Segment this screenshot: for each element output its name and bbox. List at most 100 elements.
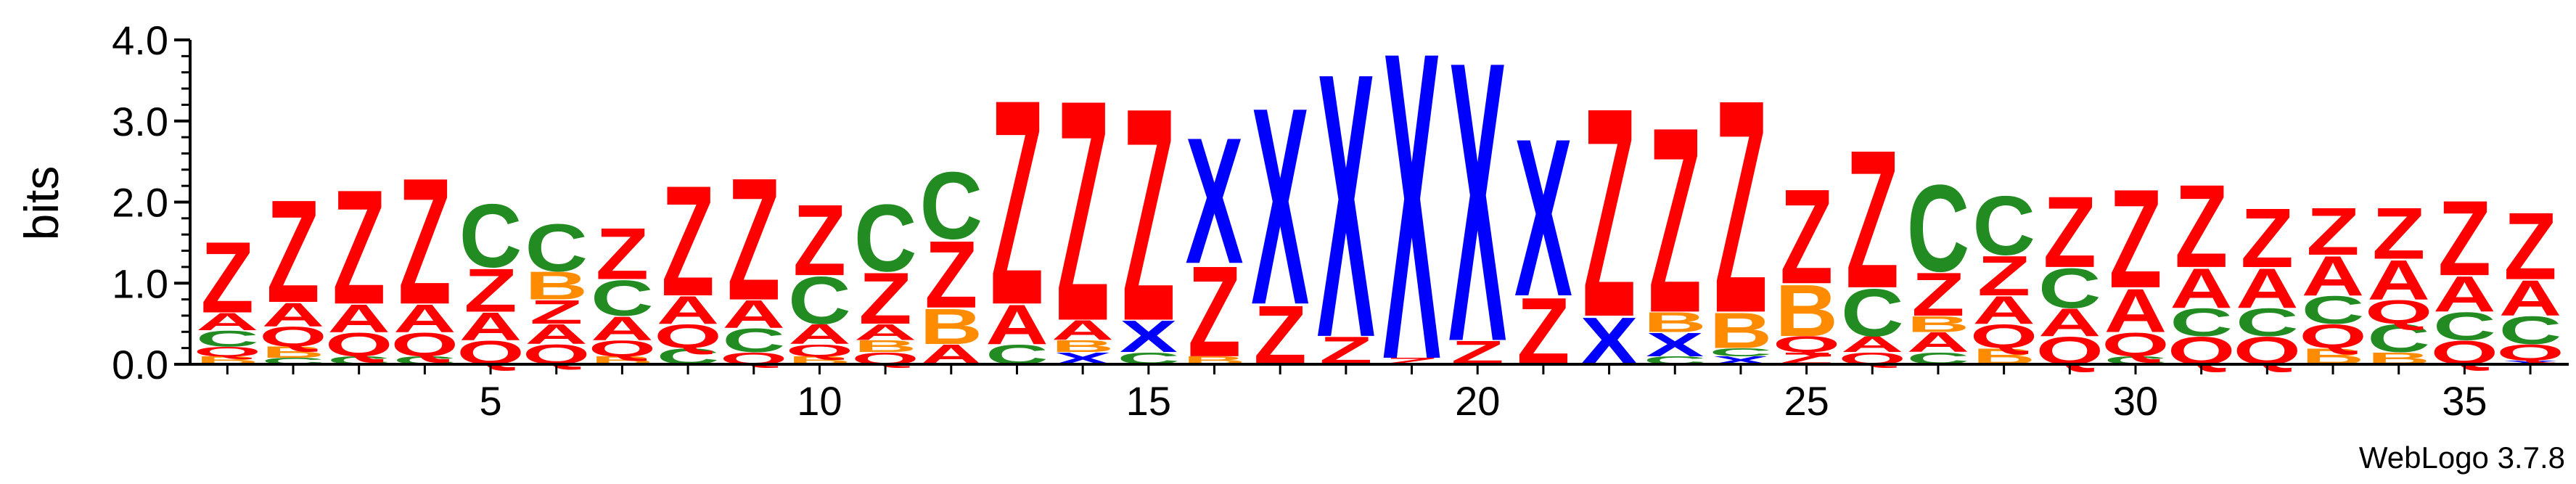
logo-letter-c-pos-33: C — [2302, 288, 2365, 332]
logo-letter-q-pos-4: Q — [391, 326, 459, 364]
logo-letter-q-pos-30: Q — [2101, 326, 2169, 364]
logo-letter-z-pos-34: Z — [2372, 194, 2425, 275]
logo-letter-c-pos-27: C — [1907, 160, 1970, 298]
logo-letter-c-pos-9: C — [722, 322, 785, 360]
logo-letter-z-pos-35: Z — [2438, 179, 2491, 298]
axis-layer: 0.0 1.0 2.0 3.0 4.0 5 10 15 20 25 30 35 — [112, 17, 2569, 424]
logo-letter-x-pos-19: X — [1383, 0, 1442, 451]
logo-letter-a-pos-2: A — [262, 296, 325, 334]
logo-letter-x-pos-17: X — [1251, 49, 1310, 364]
y-tick-label: 1.0 — [112, 261, 168, 306]
logo-letter-z-pos-28: Z — [1977, 245, 2030, 308]
logo-letter-a-pos-14: A — [1051, 314, 1115, 346]
logo-letter-z-pos-29: Z — [2043, 175, 2096, 289]
logo-letter-z-pos-14: Z — [1057, 34, 1109, 387]
x-tick-label: 35 — [2442, 378, 2487, 424]
logo-letter-b-pos-2: B — [262, 344, 325, 361]
logo-letter-z-pos-6: Z — [530, 294, 583, 332]
logo-letter-z-pos-7: Z — [596, 213, 649, 295]
logo-letter-c-pos-28: C — [1972, 179, 2035, 274]
logo-letter-b-pos-12: B — [920, 298, 983, 355]
logo-letter-c-pos-31: C — [2170, 300, 2233, 345]
x-tick-label: 15 — [1126, 378, 1171, 424]
logo-letter-a-pos-32: A — [2236, 258, 2299, 320]
logo-letter-b-pos-11: B — [854, 337, 917, 356]
logo-letter-c-pos-5: C — [459, 186, 522, 286]
logo-letter-a-pos-7: A — [591, 310, 654, 348]
logo-letter-c-pos-26: C — [1841, 275, 1904, 350]
x-tick-label: 30 — [2113, 378, 2158, 424]
logo-letter-c-pos-12: C — [920, 152, 983, 259]
logo-letter-z-pos-9: Z — [727, 142, 780, 337]
logo-letter-c-pos-34: C — [2367, 316, 2430, 361]
logo-letter-a-pos-9: A — [722, 292, 785, 337]
logo-letter-a-pos-1: A — [196, 308, 259, 335]
logo-letter-a-pos-4: A — [393, 296, 456, 340]
logo-letter-a-pos-8: A — [657, 288, 720, 332]
logo-letter-z-pos-2: Z — [266, 171, 319, 334]
logo-letter-z-pos-22: Z — [1583, 46, 1636, 380]
logo-letter-b-pos-27: B — [1907, 311, 1970, 337]
logo-letter-x-pos-16: X — [1186, 101, 1244, 301]
logo-letter-q-pos-25: Q — [1773, 332, 1840, 357]
logo-letter-c-pos-36: C — [2499, 308, 2562, 353]
x-tick-label: 5 — [479, 378, 501, 424]
x-tick-label: 20 — [1455, 378, 1500, 424]
logo-letter-x-pos-15: X — [1120, 312, 1178, 362]
logo-letter-a-pos-5: A — [459, 304, 522, 348]
logo-letter-a-pos-31: A — [2170, 258, 2233, 320]
logo-letter-a-pos-3: A — [327, 296, 390, 340]
logo-letter-x-pos-18: X — [1317, 0, 1376, 416]
logo-letter-q-pos-7: Q — [588, 336, 656, 361]
logo-letter-a-pos-11: A — [854, 319, 917, 345]
logo-letter-a-pos-26: A — [1841, 332, 1904, 357]
logo-letter-z-pos-25: Z — [1780, 162, 1833, 313]
y-tick-label: 0.0 — [112, 342, 168, 387]
logo-letter-c-pos-6: C — [525, 210, 588, 285]
x-tick-label: 10 — [797, 378, 842, 424]
logo-letter-z-pos-32: Z — [2241, 191, 2294, 285]
logo-letter-z-pos-33: Z — [2306, 194, 2359, 269]
logo-letter-q-pos-3: Q — [325, 326, 393, 364]
logo-letter-z-pos-1: Z — [201, 221, 254, 335]
logo-letter-b-pos-23: B — [1644, 306, 1707, 338]
logo-letter-x-pos-23: X — [1646, 326, 1704, 364]
logo-letter-z-pos-11: Z — [859, 258, 912, 340]
logo-letter-q-pos-28: Q — [1970, 318, 2038, 356]
y-ticks: 0.0 1.0 2.0 3.0 4.0 — [112, 17, 190, 387]
logo-letter-a-pos-13: A — [985, 294, 1049, 356]
logo-letter-a-pos-35: A — [2433, 266, 2496, 322]
y-axis-label: bits — [15, 166, 68, 241]
logo-letter-z-pos-13: Z — [990, 40, 1043, 366]
logo-letter-z-pos-8: Z — [661, 153, 714, 329]
logo-letter-b-pos-14: B — [1051, 337, 1115, 356]
logo-letter-z-pos-5: Z — [464, 256, 517, 325]
x-tick-label: 25 — [1784, 378, 1829, 424]
logo-letter-z-pos-23: Z — [1649, 72, 1702, 368]
logo-letter-z-pos-16: Z — [1188, 239, 1241, 385]
x-ticks: 5 10 15 20 25 30 35 — [226, 364, 2532, 424]
logo-letter-c-pos-32: C — [2236, 300, 2299, 345]
logo-letter-c-pos-7: C — [591, 270, 654, 327]
y-tick-label: 4.0 — [112, 17, 168, 63]
logo-letter-a-pos-30: A — [2104, 276, 2167, 345]
logo-letter-c-pos-35: C — [2433, 304, 2496, 348]
logo-letter-q-pos-36: Q — [2496, 340, 2564, 365]
logo-letter-c-pos-1: C — [196, 326, 259, 351]
logo-letter-z-pos-10: Z — [793, 183, 846, 297]
logo-letter-q-pos-2: Q — [259, 321, 327, 353]
logo-letter-q-pos-10: Q — [786, 341, 853, 360]
logo-letter-b-pos-24: B — [1710, 302, 1773, 358]
logo-letter-q-pos-8: Q — [654, 318, 721, 356]
logo-letter-q-pos-1: Q — [194, 344, 261, 359]
logo-letter-a-pos-34: A — [2367, 249, 2430, 311]
logo-letter-a-pos-33: A — [2302, 245, 2365, 308]
logo-letter-z-pos-24: Z — [1714, 37, 1767, 377]
logo-letter-z-pos-31: Z — [2175, 161, 2228, 292]
logo-letter-z-pos-26: Z — [1846, 110, 1899, 329]
logo-letter-a-pos-36: A — [2499, 270, 2562, 327]
weblogo-version-label: WebLogo 3.7.8 — [2359, 440, 2565, 475]
logo-letter-z-pos-15: Z — [1122, 46, 1175, 385]
logo-letter-q-pos-33: Q — [2299, 318, 2366, 356]
